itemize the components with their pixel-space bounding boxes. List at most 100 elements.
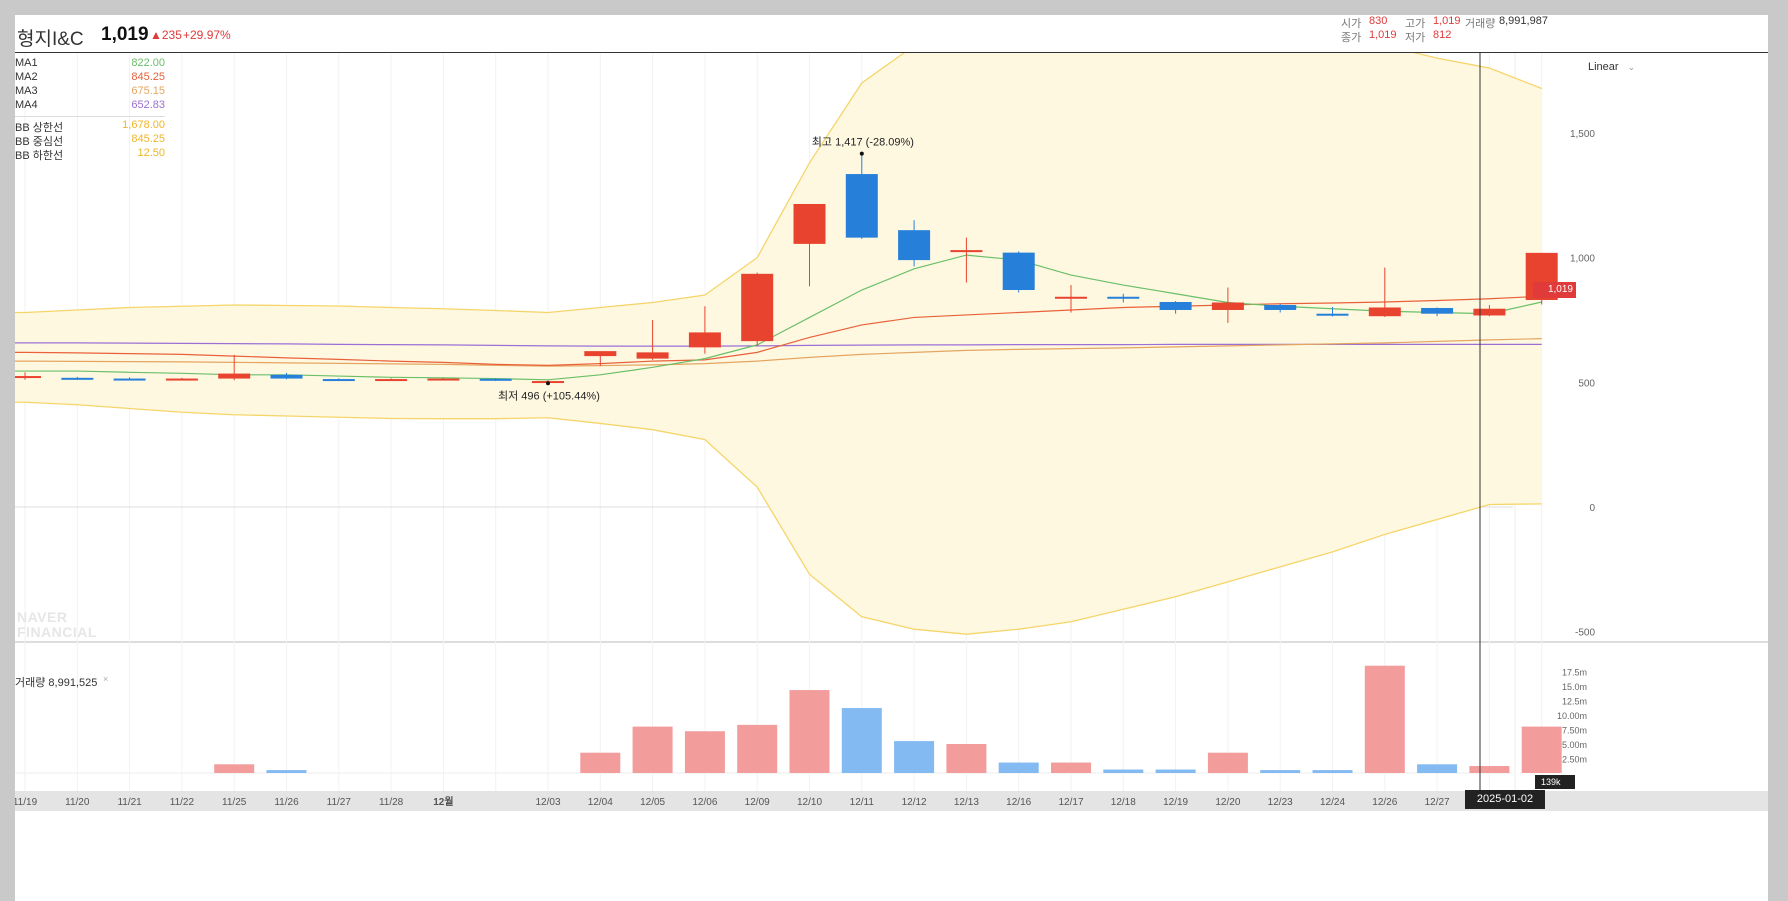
candle-body: [1002, 252, 1035, 291]
volume-bar: [1364, 665, 1405, 773]
high-value: 1,019: [1433, 15, 1461, 27]
date-tick-label: 12월: [433, 796, 453, 808]
candle-body: [1055, 296, 1087, 299]
naver-financial-watermark: NAVER FINANCIAL: [17, 610, 97, 640]
candle-body: [741, 273, 774, 342]
volume-bar: [1312, 770, 1353, 773]
candle-body: [793, 203, 826, 244]
legend-value: 675.15: [131, 85, 165, 97]
candle-body: [950, 250, 983, 253]
legend-name: MA4: [15, 99, 38, 111]
candle-body: [898, 230, 931, 261]
chart-canvas: 최고 1,417 (-28.09%) 최저 496 (+105.44%) 1,500…: [15, 15, 1768, 811]
watermark-line: NAVER: [17, 609, 68, 625]
date-tick-label: 12/16: [1006, 797, 1031, 808]
candle-body: [322, 379, 355, 382]
open-label: 시가: [1341, 18, 1362, 30]
bb-lower-line: [15, 401, 1542, 635]
stock-change: ▲235: [150, 28, 182, 42]
legend-ma4[interactable]: MA4 652.83: [15, 99, 165, 113]
candle-body: [427, 378, 460, 381]
candle-body: [113, 378, 146, 381]
candle-body: [375, 379, 408, 382]
volume-bar: [737, 724, 778, 773]
candle-body: [1107, 296, 1140, 299]
legend-ma1[interactable]: MA1 822.00: [15, 57, 165, 71]
low-value: 812: [1433, 29, 1452, 41]
volume-bar: [946, 744, 987, 773]
open-value: 830: [1369, 15, 1388, 27]
volume-panel-label: 거래량 8,991,525: [15, 677, 98, 689]
volume-label: 거래량: [1465, 18, 1496, 30]
candle-body: [1159, 301, 1192, 310]
legend-name: MA1: [15, 57, 38, 69]
date-tick-label: 12/11: [850, 797, 875, 808]
date-tick-label: 11/26: [274, 797, 299, 808]
volume-bar: [841, 708, 882, 773]
legend-value: 1,678.00: [122, 119, 165, 131]
volume-bar: [1260, 770, 1301, 773]
candle-body: [270, 374, 303, 379]
legend-ma3[interactable]: MA3 675.15: [15, 85, 165, 99]
legend-name: BB 상한선: [15, 122, 64, 134]
legend-name: MA3: [15, 85, 38, 97]
volume-tick-label: 10.00m: [1557, 711, 1587, 721]
current-price-tag: 1,019: [1533, 282, 1576, 298]
low-annotation: 최저 496 (+105.44%): [498, 389, 600, 402]
date-tick-label: 12/24: [1320, 797, 1345, 808]
volume-bar: [1155, 769, 1196, 773]
price-tick-label: 1,000: [1570, 254, 1595, 265]
chart-app: 최고 1,417 (-28.09%) 최저 496 (+105.44%) 1,500…: [15, 15, 1768, 901]
date-tick-label: 12/17: [1058, 797, 1083, 808]
price-tick-label: 1,500: [1570, 129, 1595, 140]
legend-value: 652.83: [131, 99, 165, 111]
volume-bar: [580, 752, 621, 773]
volume-bar: [789, 690, 830, 773]
high-marker: [859, 151, 864, 156]
date-tick-label: 12/04: [588, 797, 613, 808]
candle-body: [218, 373, 251, 379]
date-tick-label: 12/06: [692, 797, 717, 808]
candle-body: [1264, 304, 1297, 310]
legend-value: 12.50: [137, 147, 165, 159]
candle-body: [1473, 308, 1506, 316]
date-tick-label: 11/25: [222, 797, 247, 808]
date-tick-label: 12/26: [1372, 797, 1397, 808]
stock-change-pct: +29.97%: [183, 28, 231, 42]
close-icon[interactable]: ×: [103, 674, 109, 684]
legend-divider: [15, 116, 165, 117]
volume-bar: [1417, 764, 1458, 773]
volume-bar: [214, 764, 255, 773]
legend-bb-middle[interactable]: BB 중심선 845.25: [15, 133, 165, 148]
volume-bar: [1207, 752, 1248, 773]
date-tick-label: 12/23: [1268, 797, 1293, 808]
legend-name: MA2: [15, 71, 38, 83]
date-tick-label: 12/12: [902, 797, 927, 808]
high-annotation: 최고 1,417 (-28.09%): [812, 136, 914, 149]
candle-body: [15, 376, 41, 379]
candle-body: [1368, 307, 1401, 317]
legend-value: 822.00: [131, 57, 165, 69]
volume-bar: [1103, 769, 1144, 773]
close-label: 종가: [1341, 32, 1362, 44]
volume-tick-label: 15.0m: [1562, 682, 1587, 692]
legend-ma2[interactable]: MA2 845.25: [15, 71, 165, 85]
candle-body: [1421, 307, 1454, 314]
stock-name: 형지I&C: [17, 29, 84, 50]
volume-bar: [684, 731, 725, 773]
scale-dropdown[interactable]: Linear ⌄: [1588, 61, 1635, 73]
candle-body: [1316, 313, 1349, 316]
legend-bb-upper[interactable]: BB 상한선 1,678.00: [15, 119, 165, 134]
candle-body: [584, 351, 617, 357]
current-volume-tag: 139k: [1535, 775, 1575, 789]
price-tick-label: -500: [1575, 628, 1595, 639]
legend-value: 845.25: [131, 133, 165, 145]
candle-body: [636, 352, 669, 359]
date-tick-label: 11/20: [65, 797, 90, 808]
legend-name: BB 하한선: [15, 150, 64, 162]
volume-bar: [998, 762, 1039, 773]
date-axis-background: [15, 791, 1768, 811]
volume-value: 8,991,987: [1499, 15, 1548, 27]
date-tick-label: 12/27: [1425, 797, 1450, 808]
legend-bb-lower[interactable]: BB 하한선 12.50: [15, 147, 165, 162]
